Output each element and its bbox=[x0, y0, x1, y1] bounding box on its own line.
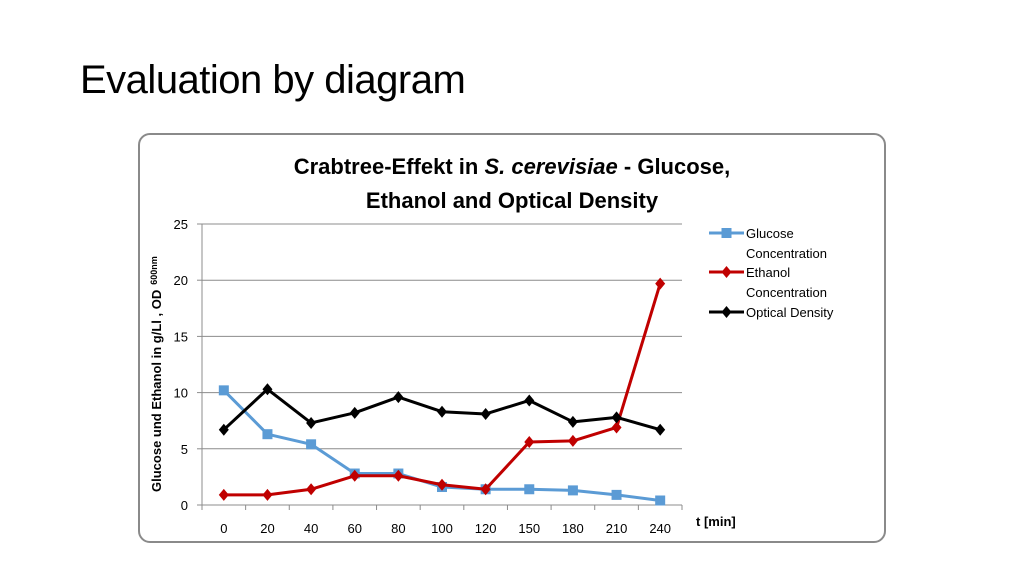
data-point-ethanol-concentration bbox=[611, 421, 622, 434]
data-point-optical-density bbox=[480, 407, 491, 420]
x-tick-label: 180 bbox=[562, 521, 584, 536]
data-point-ethanol-concentration bbox=[480, 483, 491, 496]
chart-title-species: S. cerevisiae bbox=[484, 154, 618, 179]
data-point-glucose-concentration bbox=[218, 385, 229, 396]
y-axis-title-subscript: 600nm bbox=[149, 256, 159, 285]
data-point-optical-density bbox=[393, 391, 404, 404]
chart-title-line-1: Crabtree-Effekt in S. cerevisiae - Gluco… bbox=[140, 150, 884, 184]
legend-label-glucose-concentration: Glucose Concentration bbox=[746, 226, 827, 261]
data-point-optical-density bbox=[349, 406, 360, 419]
legend-label-optical-density: Optical Density bbox=[746, 305, 834, 320]
data-point-ethanol-concentration bbox=[437, 478, 447, 491]
x-tick-label: 120 bbox=[475, 521, 497, 536]
y-tick-label: 5 bbox=[181, 442, 188, 457]
data-point-optical-density bbox=[655, 423, 666, 436]
legend-label-line: Concentration bbox=[746, 285, 827, 300]
axes: 0 5 10 15 20 25 0 20 40 60 80 100 120 150 180 210 240 bbox=[174, 217, 683, 536]
data-point-glucose-concentration bbox=[524, 484, 535, 495]
legend-marker-glucose-concentration bbox=[721, 228, 732, 238]
legend-label-line: Glucose bbox=[746, 226, 794, 241]
x-tick-label: 80 bbox=[391, 521, 405, 536]
data-point-optical-density bbox=[306, 416, 317, 429]
data-point-glucose-concentration bbox=[262, 429, 273, 440]
series-group bbox=[218, 277, 666, 506]
x-tick-label: 100 bbox=[431, 521, 453, 536]
series-line-ethanol-concentration bbox=[223, 283, 662, 497]
data-point-optical-density bbox=[611, 411, 622, 424]
legend: Glucose Concentration Ethanol Concentration… bbox=[709, 226, 834, 320]
x-tick-label: 240 bbox=[649, 521, 671, 536]
y-tick-label: 25 bbox=[174, 217, 188, 232]
data-point-glucose-concentration bbox=[655, 495, 666, 506]
x-tick-label: 20 bbox=[260, 521, 274, 536]
legend-marker-optical-density bbox=[721, 306, 732, 318]
x-tick-label: 0 bbox=[220, 521, 227, 536]
legend-label-line: Ethanol bbox=[746, 265, 790, 280]
data-point-glucose-concentration bbox=[567, 485, 578, 496]
data-point-ethanol-concentration bbox=[567, 434, 578, 447]
y-axis-title: Glucose und Ethanol in g/Ll , OD 600nm bbox=[149, 256, 164, 492]
chart-title-part-3: - Glucose, bbox=[617, 154, 731, 179]
chart-title-part-1: Crabtree-Effekt in bbox=[293, 154, 485, 179]
legend-label-line: Optical Density bbox=[746, 305, 834, 320]
x-tick-label: 150 bbox=[518, 521, 540, 536]
series-optical-density bbox=[218, 383, 666, 436]
x-tick-label: 40 bbox=[304, 521, 318, 536]
data-point-glucose-concentration bbox=[306, 439, 317, 450]
data-point-optical-density bbox=[567, 415, 578, 428]
data-point-ethanol-concentration bbox=[393, 469, 404, 482]
data-point-optical-density bbox=[218, 423, 229, 436]
x-tick-label: 60 bbox=[347, 521, 361, 536]
data-point-ethanol-concentration bbox=[218, 488, 229, 501]
data-point-ethanol-concentration bbox=[524, 436, 535, 449]
slide-title: Evaluation by diagram bbox=[80, 58, 466, 102]
data-point-ethanol-concentration bbox=[262, 488, 273, 501]
legend-label-line: Concentration bbox=[746, 246, 827, 261]
y-tick-label: 20 bbox=[174, 273, 188, 288]
chart-frame bbox=[138, 133, 886, 543]
y-tick-label: 10 bbox=[174, 386, 188, 401]
x-axis-title: t [min] bbox=[696, 514, 736, 529]
data-point-optical-density bbox=[262, 383, 273, 396]
data-point-ethanol-concentration bbox=[349, 469, 360, 482]
data-point-ethanol-concentration bbox=[655, 277, 666, 290]
series-ethanol-concentration bbox=[218, 277, 666, 501]
chart-title: Crabtree-Effekt in S. cerevisiae - Gluco… bbox=[140, 150, 884, 218]
legend-marker-ethanol-concentration bbox=[721, 266, 732, 278]
y-tick-label: 0 bbox=[181, 498, 188, 513]
legend-label-ethanol-concentration: Ethanol Concentration bbox=[746, 265, 827, 300]
y-axis-title-main: Glucose und Ethanol in g/Ll , OD bbox=[149, 290, 164, 492]
x-tick-label: 210 bbox=[606, 521, 628, 536]
y-tick-label: 15 bbox=[174, 329, 188, 344]
data-point-optical-density bbox=[524, 394, 535, 407]
data-point-glucose-concentration bbox=[611, 489, 622, 500]
chart-title-line-2: Ethanol and Optical Density bbox=[365, 188, 659, 213]
gridlines bbox=[202, 223, 682, 450]
data-point-ethanol-concentration bbox=[306, 483, 317, 496]
data-point-optical-density bbox=[437, 405, 447, 418]
